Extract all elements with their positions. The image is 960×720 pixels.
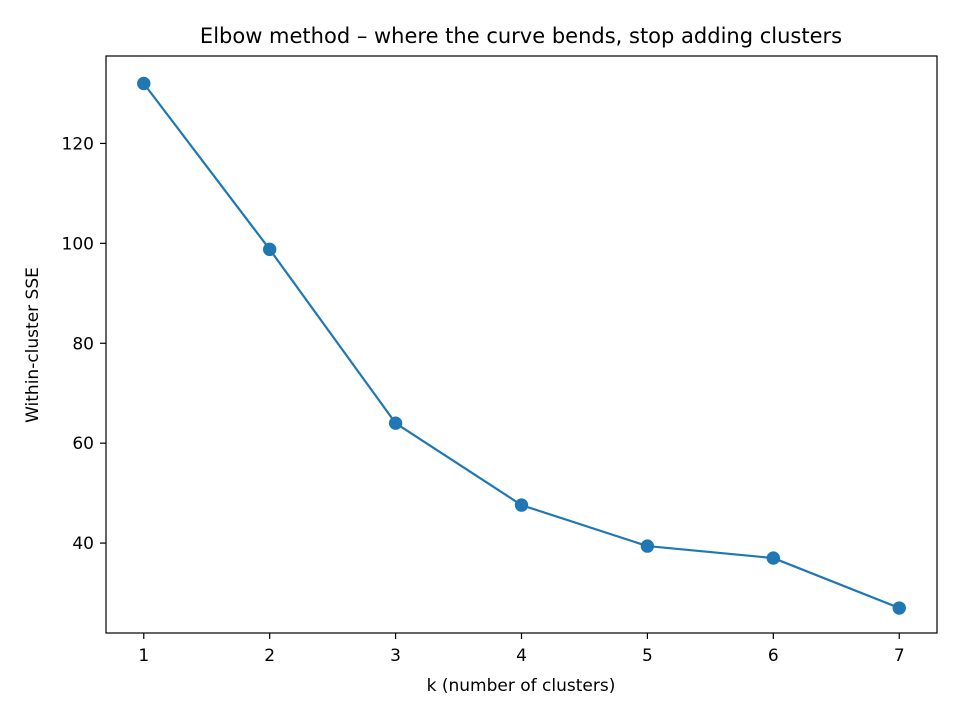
x-tick-label: 3 <box>390 646 401 666</box>
data-point-k7 <box>892 601 906 615</box>
x-tick-label: 6 <box>768 646 779 666</box>
data-point-k2 <box>262 242 277 257</box>
y-tick-label: 40 <box>72 534 94 554</box>
data-point-k1 <box>137 76 151 91</box>
y-axis-label: Within-cluster SSE <box>23 267 43 423</box>
x-tick-label: 7 <box>894 646 905 666</box>
data-point-k6 <box>766 551 781 565</box>
x-tick-label: 4 <box>516 646 527 666</box>
plot-area: 1 2 3 4 5 6 7 40 60 80 100 120 <box>62 55 938 666</box>
x-tick-label: 5 <box>642 646 653 666</box>
y-tick-label: 80 <box>72 334 94 354</box>
x-tick-label: 1 <box>138 646 149 666</box>
x-tick-label: 2 <box>264 646 275 666</box>
y-tick-label: 120 <box>62 134 94 154</box>
data-point-k5 <box>640 539 655 553</box>
x-axis-label: k (number of clusters) <box>427 676 616 696</box>
data-point-k4 <box>514 498 529 512</box>
data-point-k3 <box>388 416 403 430</box>
chart-title: Elbow method – where the curve bends, st… <box>200 24 842 48</box>
y-tick-label: 60 <box>72 434 94 454</box>
y-tick-label: 100 <box>62 234 94 254</box>
